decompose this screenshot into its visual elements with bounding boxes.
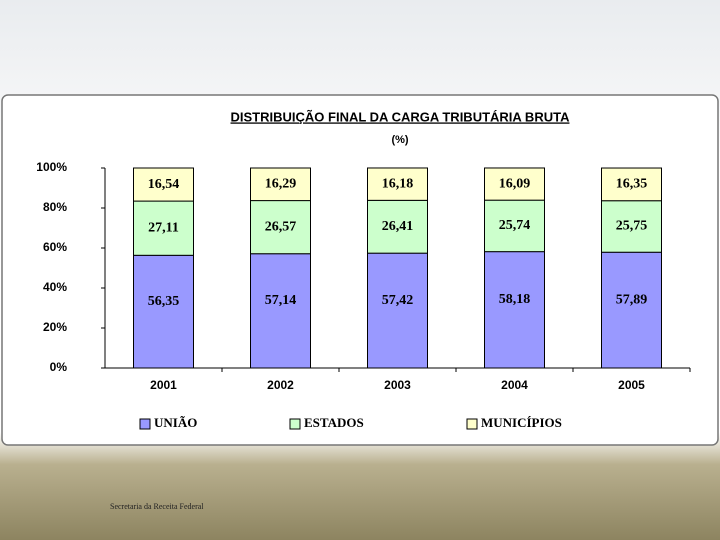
x-tick-label: 2001 — [150, 378, 177, 392]
bar-segment — [133, 167, 194, 202]
y-tick-label: 100% — [36, 160, 67, 174]
bar-segment — [484, 251, 545, 369]
value-label: 25,74 — [499, 218, 531, 233]
value-label: 57,89 — [616, 292, 648, 307]
chart-subtitle: (%) — [391, 134, 408, 146]
y-tick-label: 20% — [43, 320, 67, 334]
value-label: 56,35 — [148, 294, 180, 309]
value-label: 25,75 — [616, 219, 648, 234]
legend-swatch — [466, 418, 478, 430]
y-tick-label: 0% — [50, 360, 68, 374]
bar-segment — [367, 252, 428, 369]
legend-label: UNIÃO — [154, 415, 197, 430]
y-tick-label: 40% — [43, 280, 67, 294]
bar-segment — [484, 167, 545, 201]
legend-label: ESTADOS — [304, 415, 364, 430]
y-tick-label: 60% — [43, 240, 67, 254]
legend-label: MUNICÍPIOS — [481, 415, 562, 430]
value-label: 58,18 — [499, 292, 531, 307]
value-label: 16,29 — [265, 177, 297, 192]
value-label: 16,18 — [382, 176, 414, 191]
value-label: 57,42 — [382, 293, 414, 308]
bar-segment — [133, 200, 194, 256]
bar-segment — [601, 200, 662, 253]
y-tick-label: 80% — [43, 200, 67, 214]
value-label: 16,09 — [499, 176, 531, 191]
legend-swatch — [289, 418, 301, 430]
bar-segment — [601, 167, 662, 202]
value-label: 26,41 — [382, 219, 414, 234]
x-tick-label: 2005 — [618, 378, 645, 392]
chart-title: DISTRIBUIÇÃO FINAL DA CARGA TRIBUTÁRIA B… — [231, 109, 571, 124]
value-label: 16,54 — [148, 177, 180, 192]
footer: Secretaria da Receita Federal — [110, 502, 204, 511]
bar-segment — [250, 200, 311, 255]
bar-segment — [367, 199, 428, 254]
value-label: 26,57 — [265, 219, 297, 234]
bar-segment — [250, 167, 311, 202]
value-label: 57,14 — [265, 293, 297, 308]
x-tick-label: 2002 — [267, 378, 294, 392]
bar-segment — [601, 251, 662, 369]
value-label: 27,11 — [148, 220, 179, 235]
bar-segment — [250, 253, 311, 369]
x-tick-label: 2003 — [384, 378, 411, 392]
value-label: 16,35 — [616, 177, 648, 192]
legend-swatch — [139, 418, 151, 430]
bar-segment — [133, 254, 194, 369]
bar-segment — [367, 167, 428, 201]
x-tick-label: 2004 — [501, 378, 528, 392]
